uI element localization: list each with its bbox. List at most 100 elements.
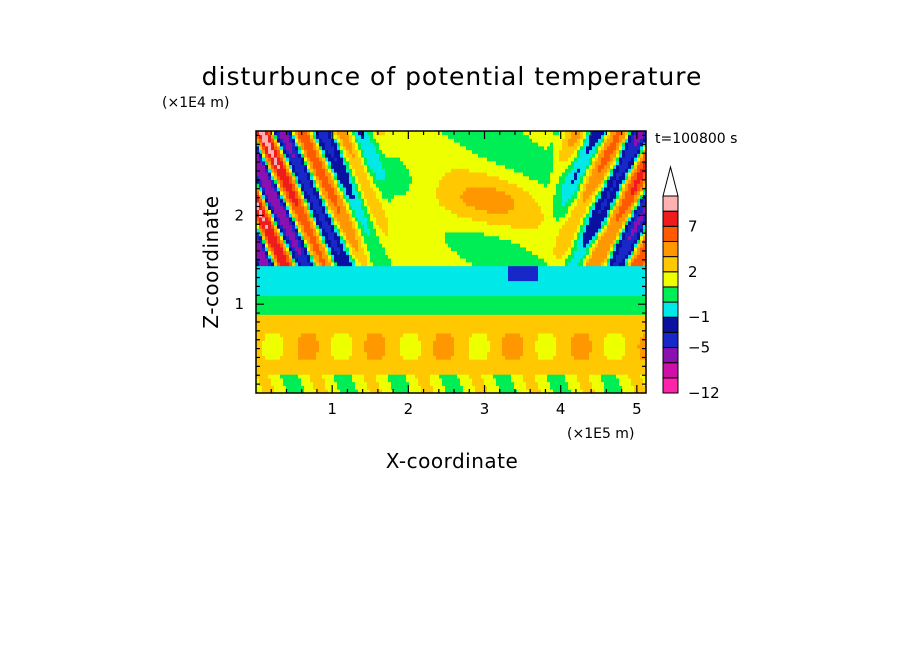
field-cell (622, 262, 626, 267)
field-cell (271, 366, 275, 371)
field-cell (550, 374, 554, 379)
field-cell (472, 336, 476, 341)
field-cell (544, 344, 548, 349)
field-cell (337, 344, 341, 349)
field-cell (298, 321, 302, 327)
field-cell (508, 306, 512, 312)
field-cell (481, 336, 485, 341)
field-cell (376, 344, 380, 349)
field-cell (622, 363, 626, 368)
field-cell (292, 310, 296, 315)
field-cell (523, 359, 527, 364)
field-cell (289, 247, 293, 252)
field-cell (295, 344, 299, 349)
field-cell (604, 325, 608, 330)
field-cell (514, 374, 518, 379)
field-cell (328, 284, 332, 289)
field-cell (577, 321, 581, 327)
field-cell (463, 269, 467, 274)
field-cell (583, 250, 587, 255)
field-cell (328, 348, 332, 353)
field-cell (595, 366, 599, 371)
field-cell (346, 291, 350, 297)
field-cell (427, 299, 431, 304)
field-cell (367, 288, 371, 293)
field-cell (295, 348, 299, 353)
field-cell (586, 295, 590, 300)
field-cell (328, 378, 332, 383)
field-cell (352, 262, 356, 267)
field-cell (508, 262, 512, 267)
field-cell (595, 329, 599, 334)
field-cell (640, 318, 644, 323)
field-cell (505, 321, 509, 327)
field-cell (502, 340, 506, 345)
field-cell (583, 340, 587, 345)
field-cell (622, 310, 626, 315)
field-cell (511, 254, 515, 259)
field-cell (472, 385, 476, 390)
field-cell (541, 280, 545, 285)
field-cell (562, 295, 566, 300)
field-cell (379, 314, 383, 319)
field-cell (514, 291, 518, 297)
field-cell (592, 359, 596, 364)
field-cell (607, 321, 611, 327)
field-cell (346, 280, 350, 285)
field-cell (586, 250, 590, 255)
field-cell (412, 273, 416, 278)
field-cell (412, 310, 416, 315)
field-cell (397, 389, 401, 393)
field-cell (634, 254, 638, 259)
field-cell (349, 247, 353, 252)
field-cell (421, 321, 425, 327)
field-cell (331, 269, 335, 274)
field-cell (517, 389, 521, 393)
field-cell (376, 295, 380, 300)
field-cell (286, 385, 290, 390)
field-cell (613, 288, 617, 293)
field-cell (502, 374, 506, 379)
field-cell (283, 385, 287, 390)
field-cell (319, 389, 323, 393)
field-cell (550, 314, 554, 319)
field-cell (595, 306, 599, 312)
field-cell (334, 363, 338, 368)
field-cell (562, 306, 566, 312)
field-cell (382, 374, 386, 379)
field-cell (592, 273, 596, 278)
field-cell (358, 254, 362, 259)
field-cell (526, 359, 530, 364)
field-cell (301, 344, 305, 349)
field-cell (565, 340, 569, 345)
field-cell (577, 333, 581, 338)
field-cell (259, 250, 263, 255)
field-cell (622, 299, 626, 304)
field-cell (397, 265, 401, 270)
field-cell (379, 366, 383, 371)
field-cell (334, 374, 338, 379)
field-cell (481, 370, 485, 375)
field-cell (577, 262, 581, 267)
field-cell (502, 295, 506, 300)
field-cell (307, 306, 311, 312)
field-cell (301, 381, 305, 386)
field-cell (310, 389, 314, 393)
field-cell (493, 291, 497, 297)
field-cell (526, 351, 530, 356)
field-cell (499, 303, 503, 308)
field-cell (514, 250, 518, 255)
field-cell (499, 366, 503, 371)
field-cell (520, 258, 524, 263)
field-cell (325, 299, 329, 304)
field-cell (325, 318, 329, 323)
field-cell (523, 344, 527, 349)
field-cell (271, 299, 275, 304)
field-cell (301, 340, 305, 345)
field-cell (277, 344, 281, 349)
field-cell (352, 295, 356, 300)
field-cell (379, 321, 383, 327)
field-cell (364, 325, 368, 330)
field-cell (373, 280, 377, 285)
field-cell (406, 374, 410, 379)
